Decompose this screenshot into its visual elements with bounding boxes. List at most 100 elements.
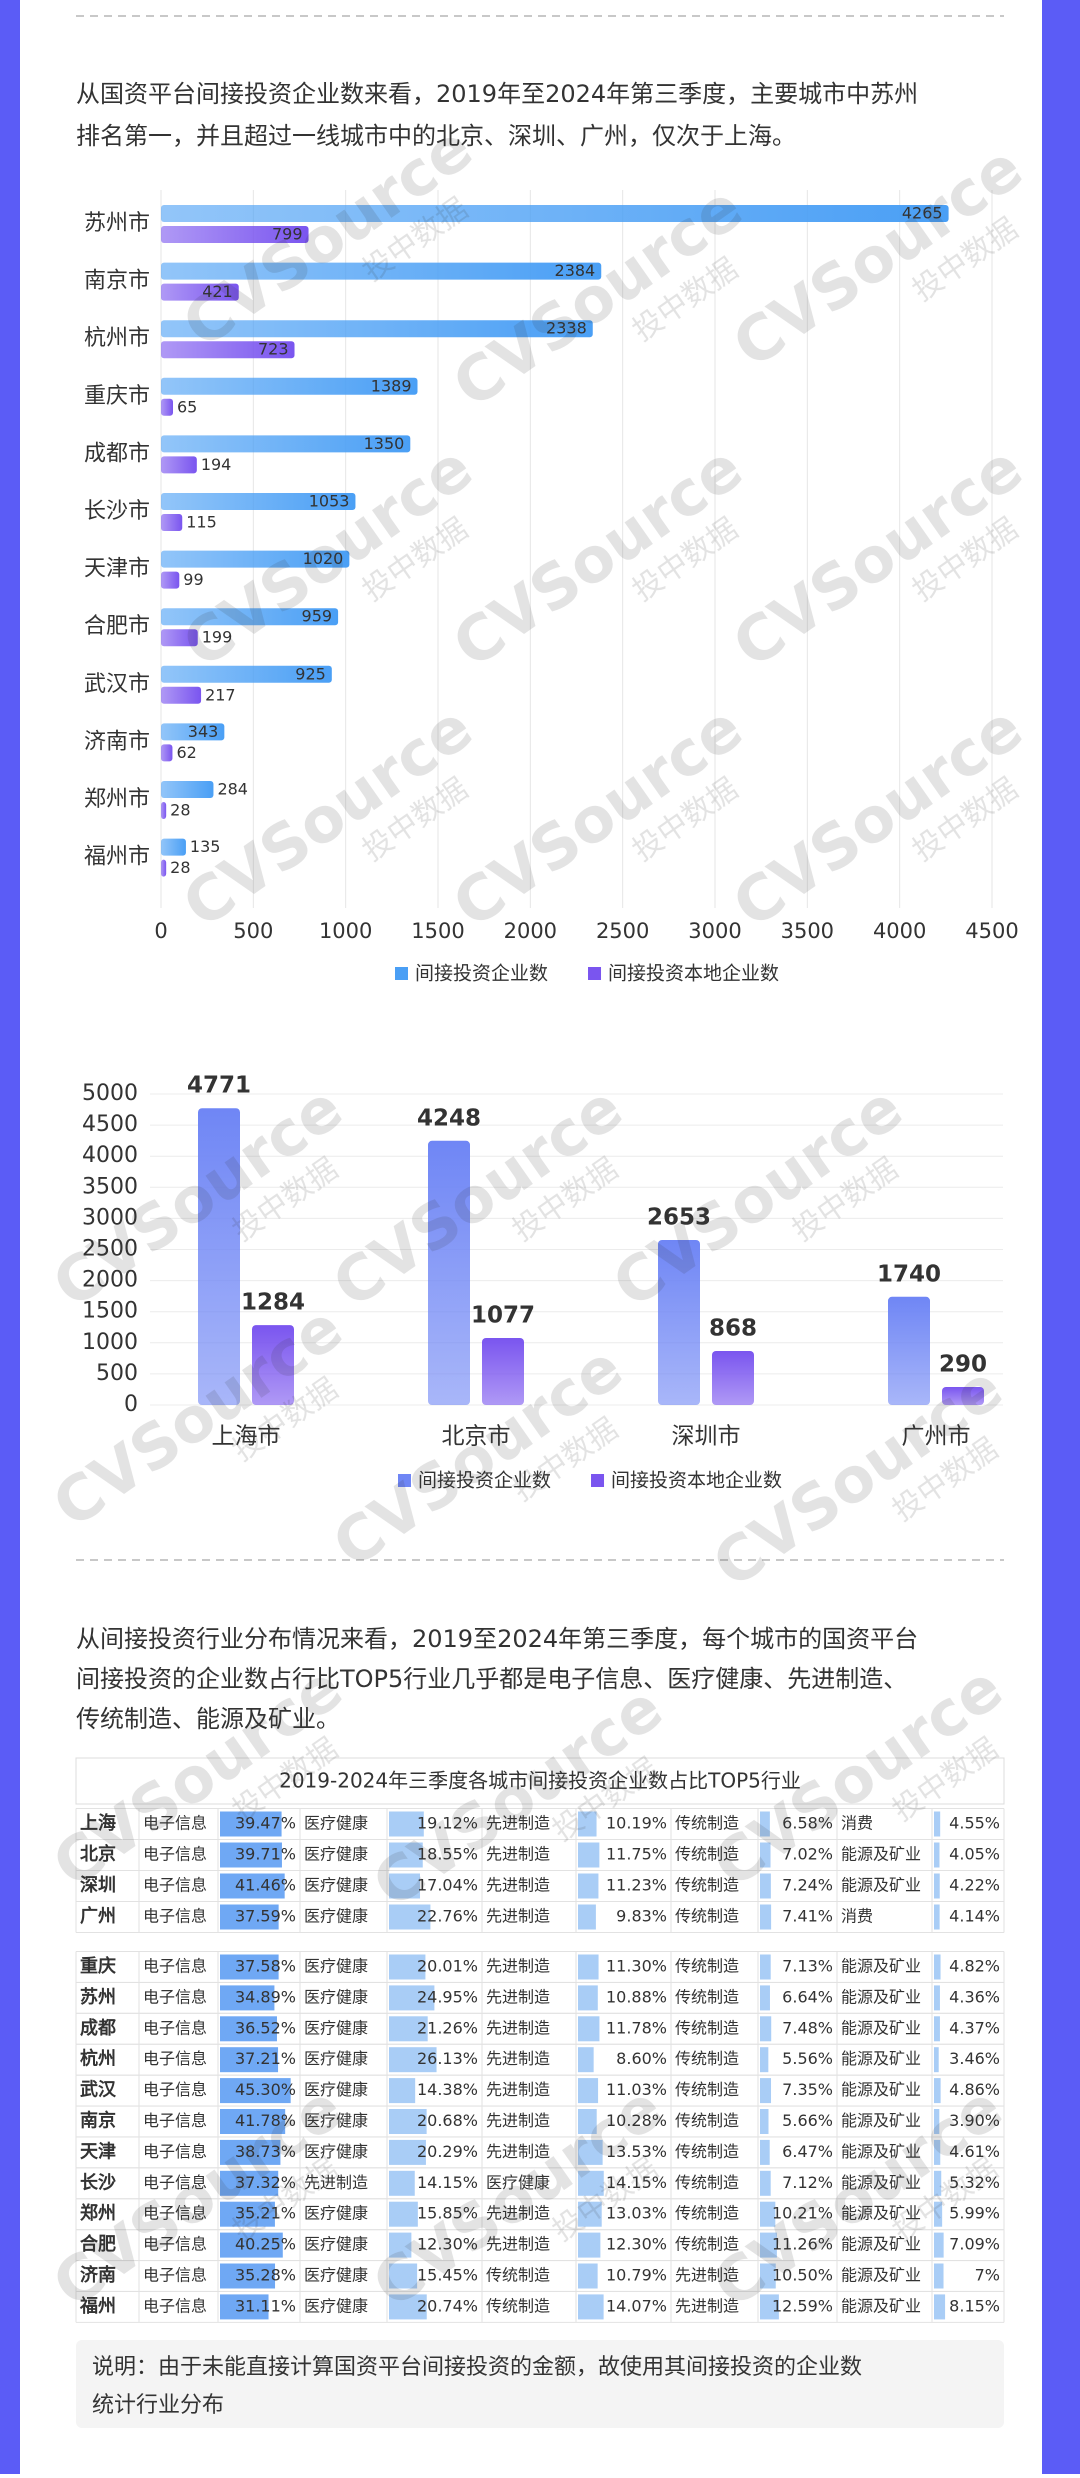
cell-bar: [934, 2016, 940, 2042]
cell-value: 14.15%: [417, 2173, 478, 2192]
cell-bar: [389, 2078, 416, 2104]
data-label: 290: [939, 1351, 987, 1377]
cell-value: 5.56%: [782, 2049, 833, 2068]
industry-cell: 传统制造: [675, 2111, 739, 2130]
industry-cell: 传统制造: [675, 2173, 739, 2192]
cell-value: 6.47%: [782, 2142, 833, 2161]
cell-value: 39.71%: [235, 1845, 296, 1864]
legend-swatch: [591, 1474, 605, 1487]
cell-value: 15.85%: [417, 2204, 478, 2223]
bar: [161, 744, 173, 762]
industry-cell: 先进制造: [486, 1814, 550, 1833]
industry-cell: 传统制造: [675, 2235, 739, 2254]
cell-bar: [760, 2016, 772, 2042]
cell-value: 4.61%: [949, 2142, 1000, 2161]
industry-cell: 电子信息: [143, 2266, 207, 2285]
cell-bar: [220, 2201, 275, 2227]
y-tick-label: 0: [124, 1392, 138, 1417]
cell-bar: [220, 2078, 291, 2104]
bar: [161, 320, 593, 338]
industry-cell: 传统制造: [675, 1845, 739, 1864]
y-tick-label: 苏州市: [84, 211, 150, 236]
cell-value: 11.75%: [606, 1845, 667, 1864]
cell-value: 14.07%: [606, 2296, 667, 2315]
y-tick-label: 成都市: [84, 441, 150, 466]
cell-value: 14.15%: [606, 2173, 667, 2192]
bar: [161, 802, 167, 819]
x-tick-label: 2000: [504, 919, 557, 943]
industry-cell: 医疗健康: [304, 1907, 368, 1926]
cell-value: 7.41%: [782, 1907, 833, 1926]
industry-cell: 能源及矿业: [841, 2049, 921, 2068]
cell-bar: [578, 2232, 601, 2258]
cell-bar: [578, 2078, 599, 2104]
cell-bar: [934, 2263, 944, 2289]
data-label: 284: [217, 780, 248, 799]
y-tick-label: 杭州市: [84, 326, 150, 351]
cell-value: 40.25%: [235, 2235, 296, 2254]
bar: [428, 1140, 470, 1405]
industry-cell: 能源及矿业: [841, 2018, 921, 2037]
cell-value: 5.32%: [949, 2173, 1000, 2192]
industry-cell: 先进制造: [486, 1907, 550, 1926]
cell-bar: [220, 1985, 275, 2011]
cell-bar: [389, 1842, 423, 1868]
cell-value: 13.03%: [606, 2204, 667, 2223]
cell-value: 7%: [975, 2266, 1000, 2285]
bar: [161, 550, 350, 568]
cell-bar: [934, 2294, 946, 2320]
cell-value: 4.05%: [949, 1845, 1000, 1864]
bar: [161, 723, 225, 741]
cell-value: 10.21%: [772, 2204, 833, 2223]
industry-cell: 电子信息: [143, 2080, 207, 2099]
city-cell: 苏州: [80, 1986, 116, 2008]
cell-bar: [578, 2016, 600, 2042]
watermark-sub: 投中数据: [906, 771, 1024, 868]
y-tick-label: 合肥市: [84, 614, 150, 639]
cell-bar: [389, 1904, 431, 1930]
industry-cell: 先进制造: [675, 2296, 739, 2315]
industry-cell: 医疗健康: [304, 2204, 368, 2223]
y-tick-label: 2500: [82, 1237, 138, 1262]
y-tick-label: 重庆市: [84, 384, 150, 409]
cell-bar: [760, 1904, 772, 1930]
legend-label: 间接投资企业数: [418, 1470, 551, 1492]
cell-value: 15.45%: [417, 2266, 478, 2285]
city-cell: 福州: [79, 2295, 116, 2317]
cell-bar: [220, 1842, 282, 1868]
cell-bar: [934, 1985, 940, 2011]
cell-bar: [760, 1954, 771, 1980]
bar: [161, 262, 602, 280]
y-tick-label: 2000: [82, 1268, 138, 1293]
bar: [161, 341, 295, 359]
industry-cell: 能源及矿业: [841, 1876, 921, 1895]
paragraph-line: 从国资平台间接投资企业数来看，2019年至2024年第三季度，主要城市中苏州: [76, 80, 918, 108]
cell-bar: [220, 2016, 277, 2042]
data-label: 1350: [364, 434, 405, 453]
cell-bar: [760, 2201, 776, 2227]
data-label: 28: [170, 858, 190, 877]
cell-bar: [934, 2078, 941, 2104]
cell-bar: [934, 1811, 941, 1837]
cell-value: 18.55%: [417, 1845, 478, 1864]
cell-value: 35.21%: [235, 2204, 296, 2223]
cell-value: 12.30%: [606, 2235, 667, 2254]
industry-cell: 医疗健康: [304, 2235, 368, 2254]
y-tick-label: 济南市: [84, 729, 150, 754]
industry-cell: 消费: [841, 1814, 873, 1833]
industry-cell: 医疗健康: [304, 1987, 368, 2006]
cell-value: 26.13%: [417, 2049, 478, 2068]
y-tick-label: 长沙市: [84, 499, 150, 524]
data-label: 2384: [555, 261, 596, 280]
industry-cell: 先进制造: [486, 2080, 550, 2099]
bar: [161, 205, 949, 222]
industry-cell: 电子信息: [143, 2018, 207, 2037]
cell-value: 10.28%: [606, 2111, 667, 2130]
industry-cell: 电子信息: [143, 1907, 207, 1926]
cell-value: 8.60%: [616, 2049, 667, 2068]
industry-cell: 传统制造: [675, 1987, 739, 2006]
data-label: 2338: [546, 319, 587, 338]
bar: [161, 377, 418, 395]
industry-cell: 电子信息: [143, 2142, 207, 2161]
cell-bar: [578, 1954, 599, 1980]
